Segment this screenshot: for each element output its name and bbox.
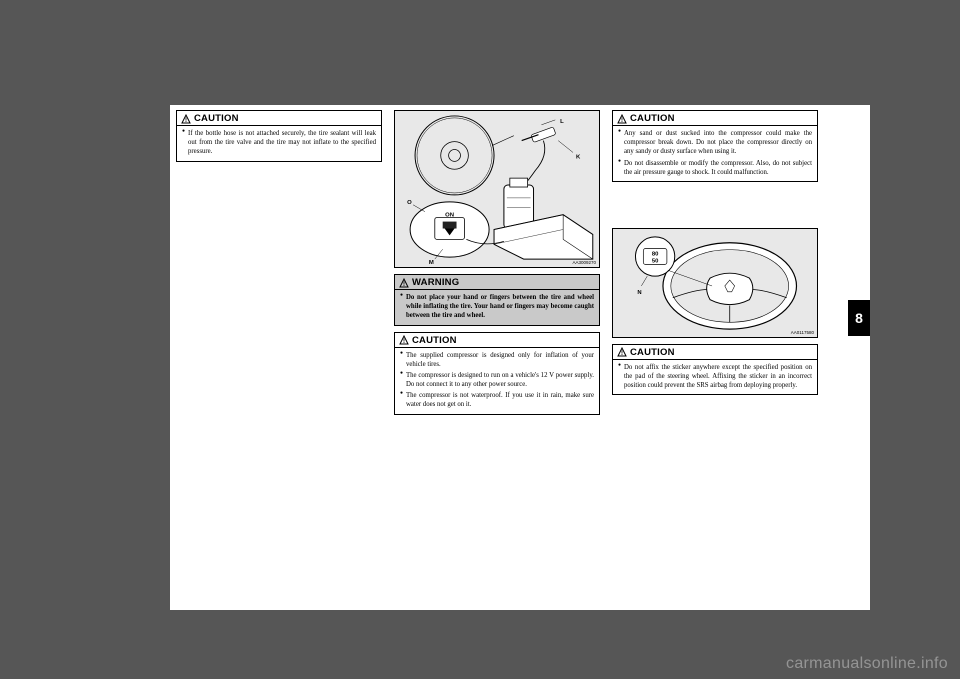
caution-item: The supplied compressor is designed only… (400, 351, 594, 369)
section-tab: 8 (848, 300, 870, 336)
caution-item: If the bottle hose is not attached secur… (182, 129, 376, 157)
warning-title: WARNING (412, 277, 459, 288)
columns: ! CAUTION If the bottle hose is not atta… (170, 105, 870, 610)
caution-title: CAUTION (630, 113, 675, 124)
caution-header: ! CAUTION (613, 345, 817, 360)
figure-compressor: L K (394, 110, 600, 268)
column-1: ! CAUTION If the bottle hose is not atta… (170, 105, 388, 610)
warning-header: ! WARNING (395, 275, 599, 290)
manual-page: ! CAUTION If the bottle hose is not atta… (170, 105, 870, 610)
caution-box-2: ! CAUTION The supplied compressor is des… (394, 332, 600, 415)
caution-list: Any sand or dust sucked into the compres… (613, 126, 817, 181)
warning-triangle-icon: ! (399, 278, 409, 288)
caution-list: The supplied compressor is designed only… (395, 348, 599, 414)
caution-title: CAUTION (194, 113, 239, 124)
caution-box-4: ! CAUTION Do not affix the sticker anywh… (612, 344, 818, 396)
fig-label-80: 80 (652, 251, 659, 257)
watermark: carmanualsonline.info (786, 655, 948, 673)
figure-code: AA3009270 (572, 260, 596, 265)
warning-list: Do not place your hand or fingers betwee… (395, 290, 599, 325)
svg-text:!: ! (621, 118, 623, 124)
svg-text:!: ! (403, 282, 405, 288)
column-3: ! CAUTION Any sand or dust sucked into t… (606, 105, 824, 610)
fig-label-o: O (407, 200, 412, 206)
caution-header: ! CAUTION (177, 111, 381, 126)
figure-code: AA0117580 (791, 330, 814, 335)
fig-label-50: 50 (652, 258, 659, 264)
caution-item: Do not affix the sticker anywhere except… (618, 363, 812, 391)
caution-box-3: ! CAUTION Any sand or dust sucked into t… (612, 110, 818, 182)
column-4: 8 (824, 105, 870, 610)
warning-triangle-icon: ! (617, 347, 627, 357)
caution-item: The compressor is designed to run on a v… (400, 371, 594, 389)
caution-list: Do not affix the sticker anywhere except… (613, 360, 817, 395)
caution-item: Do not disassemble or modify the compres… (618, 159, 812, 177)
caution-box-1: ! CAUTION If the bottle hose is not atta… (176, 110, 382, 162)
svg-text:!: ! (185, 118, 187, 124)
column-2: L K (388, 105, 606, 610)
svg-text:!: ! (403, 339, 405, 345)
warning-triangle-icon: ! (181, 114, 191, 124)
fig-label-k: K (576, 154, 581, 160)
caution-list: If the bottle hose is not attached secur… (177, 126, 381, 161)
caution-item: The compressor is not waterproof. If you… (400, 391, 594, 409)
spacer (612, 188, 818, 228)
warning-box-1: ! WARNING Do not place your hand or fing… (394, 274, 600, 326)
fig-label-m: M (429, 260, 434, 266)
caution-item: Any sand or dust sucked into the compres… (618, 129, 812, 157)
fig-label-on: ON (445, 213, 454, 219)
fig-label-l: L (560, 119, 564, 125)
figure-steering-wheel: 80 50 N AA0117580 (612, 228, 818, 338)
warning-triangle-icon: ! (617, 114, 627, 124)
caution-header: ! CAUTION (395, 333, 599, 348)
section-number: 8 (855, 310, 863, 326)
caution-title: CAUTION (412, 335, 457, 346)
warning-item: Do not place your hand or fingers betwee… (400, 293, 594, 321)
caution-header: ! CAUTION (613, 111, 817, 126)
svg-text:!: ! (621, 351, 623, 357)
fig-label-n: N (637, 290, 641, 296)
warning-triangle-icon: ! (399, 335, 409, 345)
caution-title: CAUTION (630, 347, 675, 358)
